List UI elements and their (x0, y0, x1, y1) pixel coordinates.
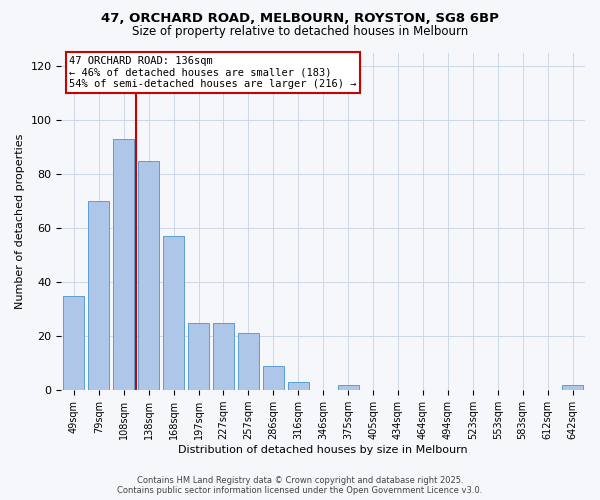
Bar (63, 296, 85, 390)
Text: Contains HM Land Registry data © Crown copyright and database right 2025.
Contai: Contains HM Land Registry data © Crown c… (118, 476, 482, 495)
Text: 47 ORCHARD ROAD: 136sqm
← 46% of detached houses are smaller (183)
54% of semi-d: 47 ORCHARD ROAD: 136sqm ← 46% of detache… (69, 56, 357, 89)
Bar (188, 322, 209, 390)
Text: 47, ORCHARD ROAD, MELBOURN, ROYSTON, SG8 6BP: 47, ORCHARD ROAD, MELBOURN, ROYSTON, SG8… (101, 12, 499, 26)
Bar (338, 385, 359, 390)
X-axis label: Distribution of detached houses by size in Melbourn: Distribution of detached houses by size … (178, 445, 468, 455)
Bar (113, 139, 134, 390)
Bar (88, 201, 109, 390)
Bar (213, 322, 234, 390)
Bar (263, 366, 284, 390)
Bar (163, 236, 184, 390)
Y-axis label: Number of detached properties: Number of detached properties (15, 134, 25, 309)
Bar (562, 385, 583, 390)
Bar (287, 382, 309, 390)
Bar (138, 160, 159, 390)
Bar (238, 334, 259, 390)
Text: Size of property relative to detached houses in Melbourn: Size of property relative to detached ho… (132, 25, 468, 38)
